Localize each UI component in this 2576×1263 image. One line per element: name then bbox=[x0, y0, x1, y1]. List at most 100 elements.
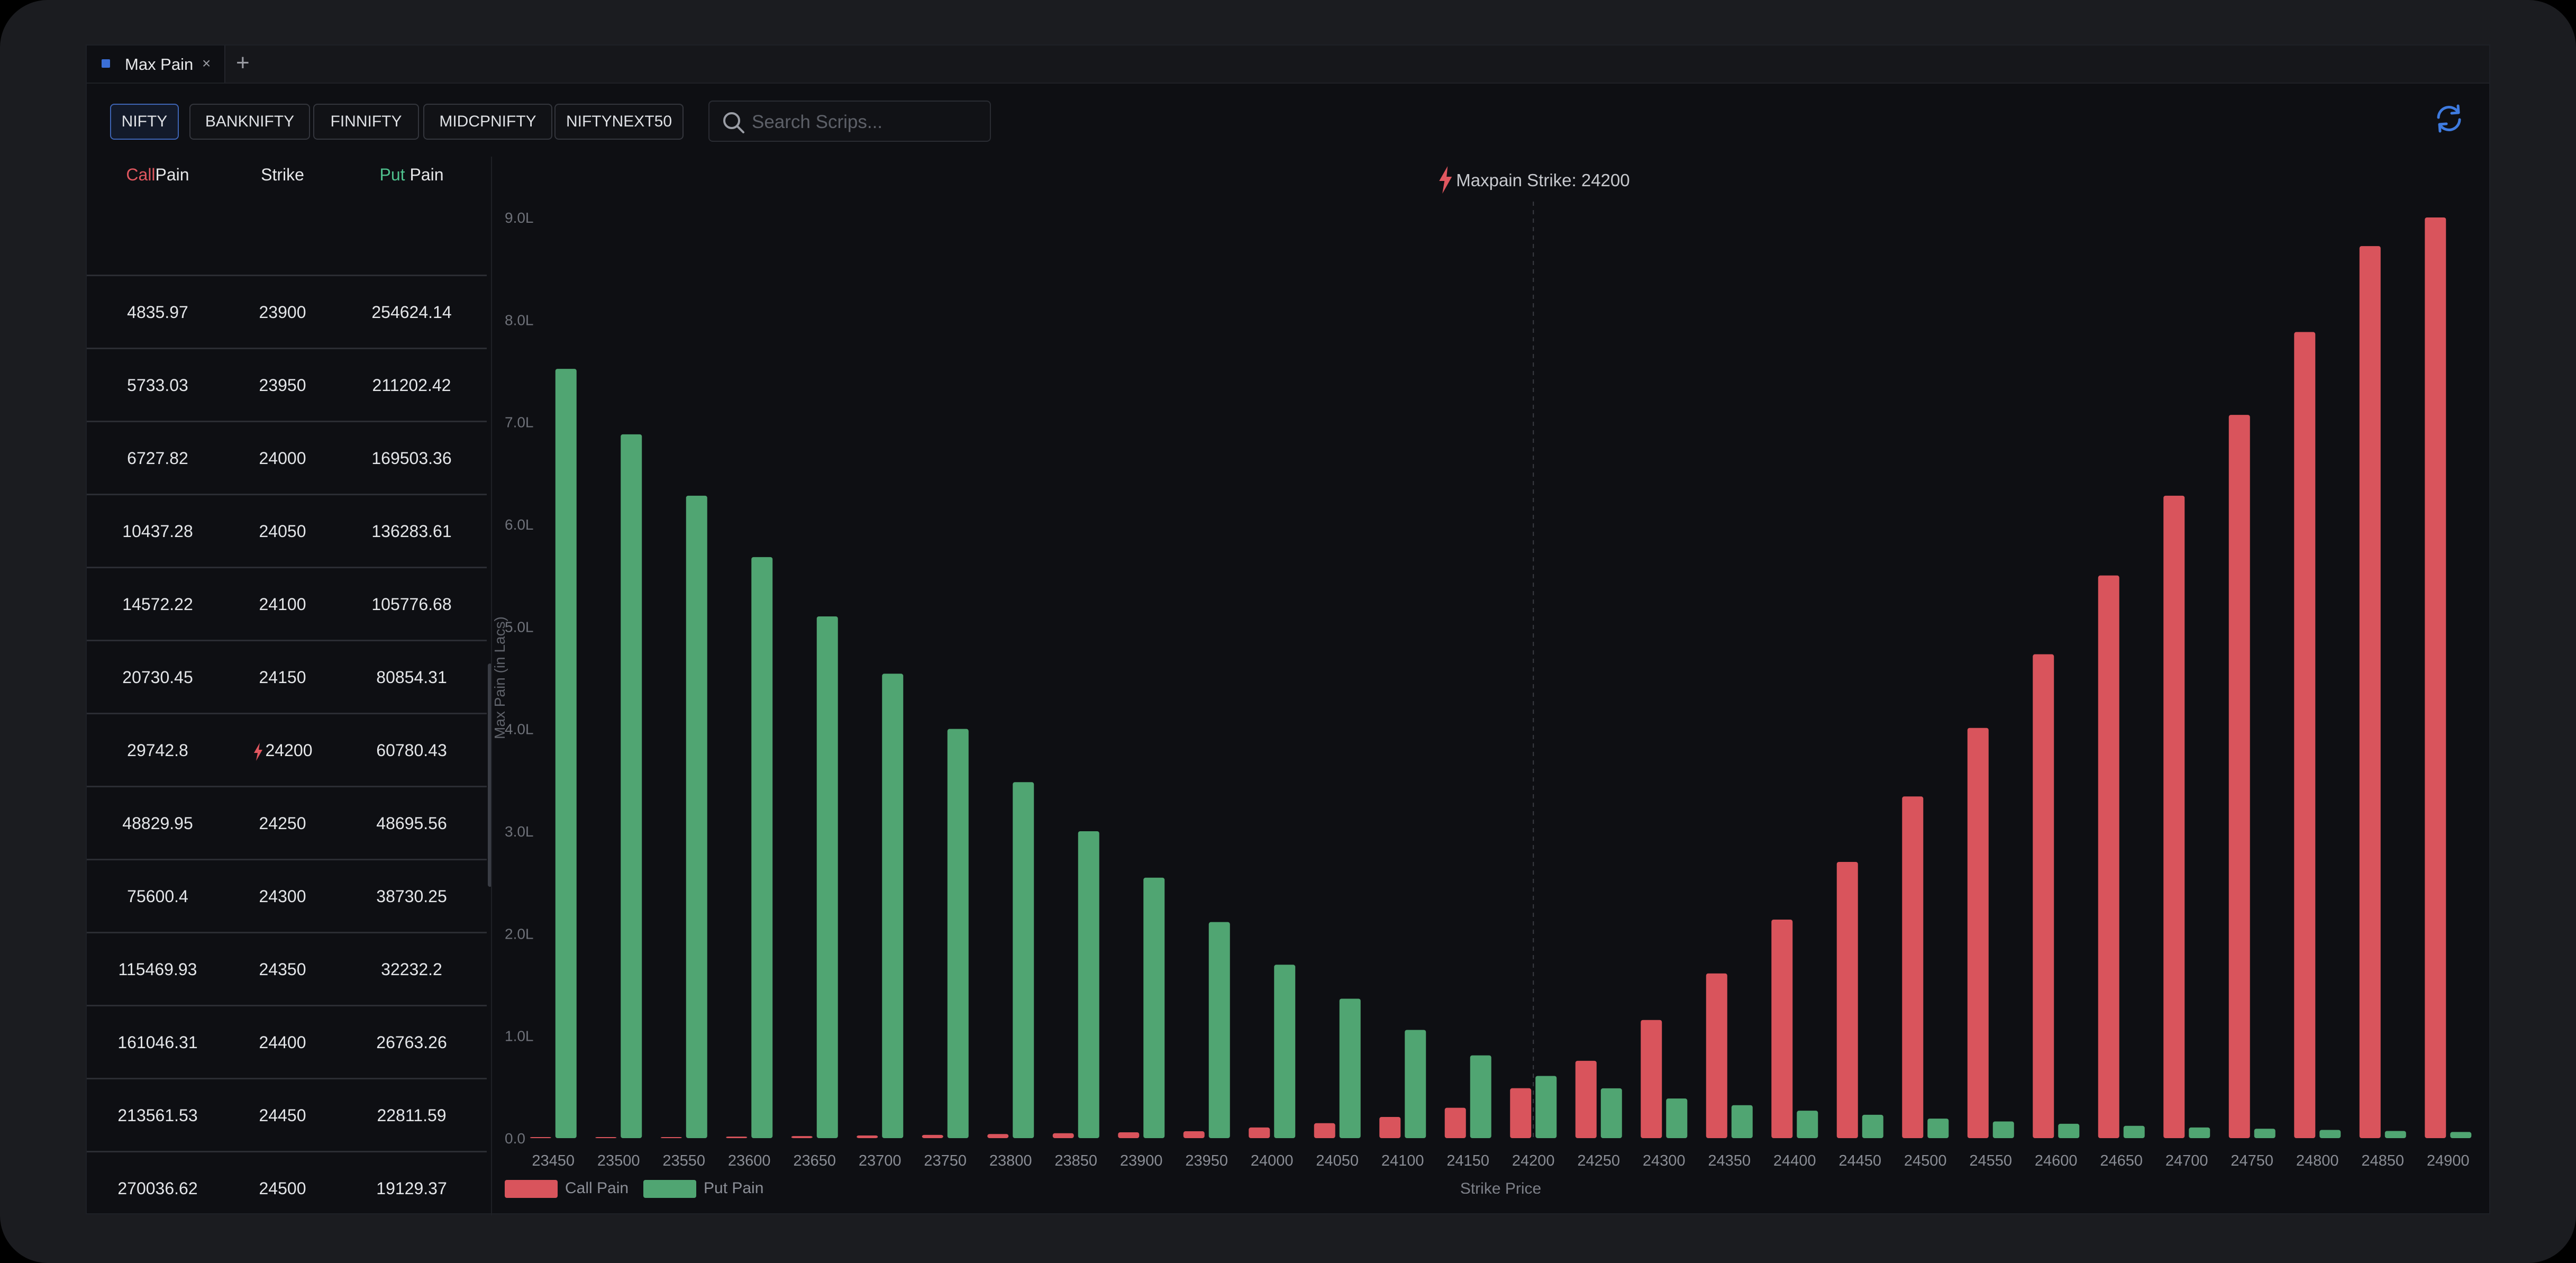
table-row[interactable]: 75600.4 24300 38730.25 bbox=[87, 860, 487, 933]
put-pain-bar[interactable] bbox=[816, 616, 838, 1138]
table-row[interactable]: 6727.82 24000 169503.36 bbox=[87, 422, 487, 495]
put-pain-bar[interactable] bbox=[1405, 1030, 1426, 1138]
put-pain-bar[interactable] bbox=[686, 495, 707, 1138]
call-pain-bar[interactable] bbox=[2228, 415, 2250, 1138]
put-pain-bar[interactable] bbox=[1731, 1105, 1753, 1138]
x-tick-label: 24050 bbox=[1316, 1152, 1359, 1169]
put-pain-bar[interactable] bbox=[1992, 1121, 2014, 1138]
put-pain-bar[interactable] bbox=[1339, 998, 1361, 1138]
put-pain-bar[interactable] bbox=[1470, 1055, 1491, 1138]
table-row[interactable]: 29742.8 24200 60780.43 bbox=[87, 714, 487, 787]
table-row[interactable]: 270036.62 24500 19129.37 bbox=[87, 1152, 487, 1215]
column-call-pain[interactable]: CallPain bbox=[126, 165, 189, 184]
call-pain-bar[interactable] bbox=[595, 1137, 617, 1138]
legend-call-pain[interactable]: Call Pain bbox=[505, 1179, 629, 1198]
call-pain-bar[interactable] bbox=[1052, 1133, 1074, 1138]
call-pain-bar[interactable] bbox=[987, 1134, 1009, 1138]
table-row[interactable]: 161046.31 24400 26763.26 bbox=[87, 1006, 487, 1079]
legend-put-pain[interactable]: Put Pain bbox=[643, 1179, 763, 1198]
call-pain-bar[interactable] bbox=[2098, 575, 2119, 1138]
call-pain-bar[interactable] bbox=[857, 1135, 878, 1138]
call-pain-bar[interactable] bbox=[1314, 1123, 1335, 1138]
put-pain-bar[interactable] bbox=[2123, 1125, 2145, 1138]
put-pain-cell: 22811.59 bbox=[377, 1106, 447, 1125]
call-pain-bar[interactable] bbox=[1118, 1132, 1140, 1138]
y-tick-label: 5.0L bbox=[505, 619, 534, 635]
add-tab-button[interactable]: + bbox=[236, 50, 250, 76]
index-chip-midcpnifty[interactable]: MIDCPNIFTY bbox=[423, 104, 552, 140]
table-row[interactable]: 213561.53 24450 22811.59 bbox=[87, 1079, 487, 1152]
put-pain-bar[interactable] bbox=[1013, 782, 1034, 1138]
y-axis-label: Max Pain (in Lacs) bbox=[494, 616, 508, 739]
lightning-icon bbox=[1439, 166, 1452, 194]
call-pain-bar[interactable] bbox=[791, 1136, 813, 1138]
tab-close-icon[interactable]: × bbox=[202, 55, 211, 71]
put-pain-bar[interactable] bbox=[621, 434, 642, 1138]
call-pain-bar[interactable] bbox=[2033, 654, 2054, 1138]
table-row[interactable]: 5733.03 23950 211202.42 bbox=[87, 349, 487, 422]
table-row[interactable]: 115469.93 24350 32232.2 bbox=[87, 933, 487, 1006]
put-pain-bar[interactable] bbox=[2319, 1130, 2341, 1138]
put-pain-cell: 80854.31 bbox=[376, 668, 447, 687]
call-pain-bar[interactable] bbox=[1510, 1088, 1532, 1138]
x-tick-label: 23700 bbox=[859, 1152, 902, 1169]
put-pain-bar[interactable] bbox=[947, 729, 969, 1138]
call-pain-bar[interactable] bbox=[530, 1137, 551, 1138]
put-pain-bar[interactable] bbox=[1535, 1076, 1557, 1138]
call-pain-cell: 213561.53 bbox=[117, 1106, 198, 1125]
table-row[interactable]: 14572.22 24100 105776.68 bbox=[87, 568, 487, 641]
call-pain-bar[interactable] bbox=[2163, 495, 2185, 1138]
column-strike[interactable]: Strike bbox=[261, 165, 304, 184]
strike-value: 24200 bbox=[265, 741, 313, 760]
index-chip-banknifty[interactable]: BANKNIFTY bbox=[189, 104, 310, 140]
call-pain-bar[interactable] bbox=[922, 1134, 943, 1138]
table-row[interactable]: 20730.45 24150 80854.31 bbox=[87, 641, 487, 714]
table-row[interactable]: 48829.95 24250 48695.56 bbox=[87, 787, 487, 860]
put-pain-bar[interactable] bbox=[2384, 1131, 2406, 1138]
put-pain-bar[interactable] bbox=[882, 674, 904, 1138]
put-pain-bar[interactable] bbox=[1078, 831, 1099, 1138]
put-pain-bar[interactable] bbox=[1143, 877, 1165, 1138]
call-pain-bar[interactable] bbox=[1444, 1107, 1466, 1138]
call-pain-bar[interactable] bbox=[1575, 1060, 1597, 1138]
call-pain-bar[interactable] bbox=[660, 1137, 682, 1138]
put-pain-bar[interactable] bbox=[1666, 1098, 1688, 1138]
call-pain-bar[interactable] bbox=[726, 1137, 748, 1138]
index-chip-niftynext50[interactable]: NIFTYNEXT50 bbox=[554, 104, 684, 140]
put-pain-bar[interactable] bbox=[555, 369, 577, 1138]
call-pain-bar[interactable] bbox=[1902, 796, 1924, 1138]
call-pain-bar[interactable] bbox=[1836, 862, 1858, 1138]
put-pain-bar[interactable] bbox=[1927, 1119, 1949, 1138]
index-chip-finnifty[interactable]: FINNIFTY bbox=[313, 104, 419, 140]
index-chip-nifty[interactable]: NIFTY bbox=[110, 104, 179, 140]
refresh-icon[interactable] bbox=[2433, 103, 2465, 134]
call-pain-bar[interactable] bbox=[1249, 1127, 1270, 1138]
call-pain-bar[interactable] bbox=[1706, 973, 1727, 1138]
put-pain-bar[interactable] bbox=[1274, 965, 1296, 1138]
put-pain-bar[interactable] bbox=[1208, 922, 1230, 1138]
call-pain-bar[interactable] bbox=[1379, 1116, 1401, 1138]
call-pain-bar[interactable] bbox=[1641, 1020, 1662, 1138]
put-pain-bar[interactable] bbox=[1797, 1111, 1818, 1138]
put-pain-bar[interactable] bbox=[2058, 1123, 2080, 1138]
call-pain-bar[interactable] bbox=[1771, 920, 1793, 1138]
put-pain-bar[interactable] bbox=[2450, 1132, 2472, 1138]
call-pain-bar[interactable] bbox=[2425, 217, 2446, 1138]
put-pain-bar[interactable] bbox=[2189, 1127, 2210, 1138]
table-scrollbar[interactable] bbox=[488, 664, 491, 887]
put-pain-bar[interactable] bbox=[751, 557, 773, 1138]
strike-value: 24250 bbox=[259, 814, 306, 833]
strike-value: 24400 bbox=[259, 1033, 306, 1052]
tab-max-pain[interactable]: Max Pain × bbox=[87, 46, 225, 83]
put-pain-bar[interactable] bbox=[1600, 1088, 1622, 1138]
put-pain-bar[interactable] bbox=[1862, 1114, 1883, 1138]
table-row[interactable]: 4835.97 23900 254624.14 bbox=[87, 276, 487, 349]
call-pain-bar[interactable] bbox=[1183, 1131, 1205, 1138]
put-pain-bar[interactable] bbox=[2254, 1129, 2275, 1138]
call-pain-bar[interactable] bbox=[2359, 246, 2381, 1139]
search-input[interactable] bbox=[751, 108, 986, 137]
call-pain-bar[interactable] bbox=[2294, 332, 2316, 1138]
table-row[interactable]: 10437.28 24050 136283.61 bbox=[87, 495, 487, 568]
column-put-pain[interactable]: Put Pain bbox=[379, 165, 444, 184]
call-pain-bar[interactable] bbox=[1967, 728, 1989, 1138]
